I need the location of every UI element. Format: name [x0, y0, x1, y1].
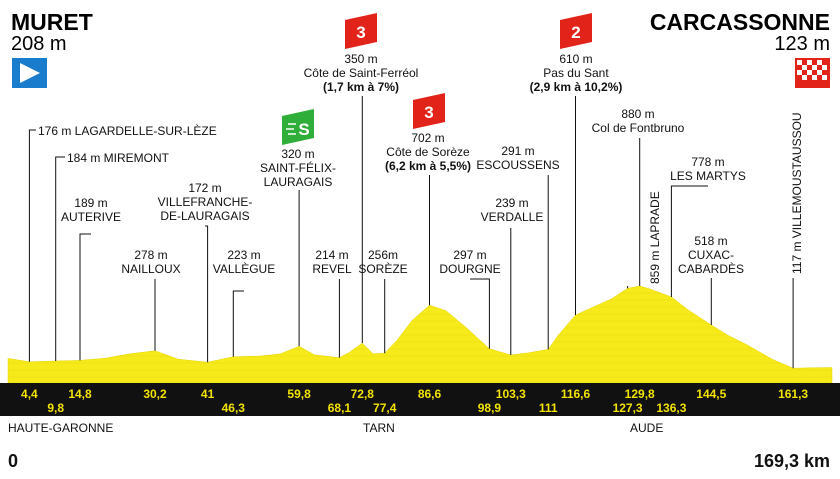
place-villefranche-line1: VILLEFRANCHE-	[158, 195, 253, 209]
climb-detail: (2,9 km à 10,2%)	[530, 80, 623, 94]
cat3-climb-icon: 3	[345, 13, 377, 49]
place-auterive: AUTERIVE	[61, 210, 121, 224]
place-nailloux: NAILLOUX	[121, 262, 180, 276]
start-town: MURET	[11, 9, 93, 35]
place-escoussens: ESCOUSSENS	[476, 158, 559, 172]
sprint-symbol: S	[298, 120, 309, 139]
km-marker-label: 144,5	[696, 387, 726, 401]
km-marker-label: 111	[539, 401, 558, 415]
place-nailloux-alt: 278 m	[134, 248, 167, 262]
place-leader-lines	[28, 96, 794, 369]
place-cuxac-line1: CUXAC-	[688, 248, 734, 262]
place-leader-line	[470, 278, 490, 349]
km-marker-label: 127,3	[613, 401, 643, 415]
place-villemoustaussou: 117 m VILLEMOUSTAUSSOU	[790, 112, 804, 274]
km-marker-label: 86,6	[418, 387, 442, 401]
climb-detail: (1,7 km à 7%)	[323, 80, 399, 94]
place-verdalle-alt: 239 m	[495, 196, 528, 210]
km-marker-label: 30,2	[143, 387, 167, 401]
place-dourgne-alt: 297 m	[453, 248, 486, 262]
region-tarn: TARN	[363, 421, 395, 435]
cat2-climb-icon: 2	[560, 13, 592, 49]
place-leader-line	[28, 129, 36, 362]
climb-detail: (6,2 km à 5,5%)	[385, 159, 471, 173]
climb-altitude: 610 m	[559, 52, 592, 66]
place-cuxac-alt: 518 m	[694, 234, 727, 248]
km-band	[0, 383, 840, 416]
km-marker-label: 68,1	[328, 401, 352, 415]
km-marker-label: 4,4	[21, 387, 38, 401]
distance-start: 0	[8, 451, 18, 471]
place-leader-line	[205, 225, 209, 363]
place-vallegue: VALLÈGUE	[213, 261, 275, 276]
sprint-name-line2: LAURAGAIS	[264, 175, 333, 189]
km-marker-label: 103,3	[496, 387, 526, 401]
place-revel: REVEL	[312, 262, 352, 276]
intermediate-sprint: S 320 m SAINT-FÉLIX- LAURAGAIS	[260, 109, 336, 189]
place-lagardelle: 176 m LAGARDELLE-SUR-LÈZE	[38, 123, 217, 138]
place-verdalle: VERDALLE	[481, 210, 544, 224]
place-leader-line	[79, 233, 91, 361]
sprint-icon: S	[282, 109, 314, 145]
place-soreze-alt: 256m	[368, 248, 398, 262]
cat3-climb-icon: 3	[413, 93, 445, 129]
climb-soreze: 3 702 m Côte de Sorèze (6,2 km à 5,5%)	[385, 93, 471, 173]
region-haute-garonne: HAUTE-GARONNE	[8, 421, 113, 435]
place-vallegue-alt: 223 m	[227, 248, 260, 262]
climb-cat-label: 2	[571, 23, 580, 42]
sprint-altitude: 320 m	[281, 147, 314, 161]
place-leader-line	[232, 290, 244, 357]
place-soreze: SORÈZE	[358, 261, 407, 276]
place-miremont: 184 m MIREMONT	[67, 151, 170, 165]
km-marker-label: 41	[201, 387, 215, 401]
place-leader-line	[670, 185, 708, 297]
climb-cat-label: 3	[356, 23, 365, 42]
place-fontbruno-alt: 880 m	[621, 107, 654, 121]
km-marker-label: 14,8	[68, 387, 92, 401]
km-marker-label: 116,6	[561, 387, 591, 401]
finish-flag-icon	[795, 58, 830, 88]
climb-name: Pas du Sant	[543, 66, 609, 80]
place-fontbruno: Col de Fontbruno	[592, 121, 685, 135]
km-marker-label: 46,3	[222, 401, 246, 415]
finish-altitude: 123 m	[774, 33, 830, 55]
climb-name: Côte de Saint-Ferréol	[304, 66, 419, 80]
finish-town: CARCASSONNE	[650, 9, 830, 35]
place-laprade: 859 m LAPRADE	[648, 191, 662, 284]
place-cuxac-line2: CABARDÈS	[678, 261, 744, 276]
place-villefranche-alt: 172 m	[188, 181, 221, 195]
km-markers: 4,4 9,8 14,8 30,2 41 46,3 59,8 68,172,877,4 86,6…	[21, 387, 808, 415]
km-marker-label: 161,3	[778, 387, 808, 401]
start-altitude: 208 m	[11, 33, 67, 55]
km-marker-label: 77,4	[373, 401, 397, 415]
climb-altitude: 350 m	[344, 52, 377, 66]
climb-cat-label: 3	[424, 103, 433, 122]
place-villefranche-line2: DE-LAURAGAIS	[160, 209, 249, 223]
distance-end: 169,3 km	[754, 451, 830, 471]
climb-saint-ferreol: 3 350 m Côte de Saint-Ferréol (1,7 km à …	[304, 13, 419, 94]
km-marker-label: 59,8	[287, 387, 311, 401]
km-marker-label: 9,8	[47, 401, 64, 415]
place-revel-alt: 214 m	[315, 248, 348, 262]
sprint-name-line1: SAINT-FÉLIX-	[260, 160, 336, 175]
region-aude: AUDE	[630, 421, 663, 435]
elevation-profile-area	[7, 285, 833, 384]
km-marker-label: 98,9	[478, 401, 502, 415]
place-escoussens-alt: 291 m	[501, 144, 534, 158]
place-leader-line	[55, 156, 65, 361]
place-les-martys: LES MARTYS	[670, 169, 746, 183]
km-marker-label: 72,8	[351, 387, 375, 401]
place-les-martys-alt: 778 m	[691, 155, 724, 169]
climb-pas-du-sant: 2 610 m Pas du Sant (2,9 km à 10,2%)	[530, 13, 623, 94]
climb-name: Côte de Sorèze	[386, 145, 470, 159]
km-marker-label: 129,8	[625, 387, 655, 401]
climb-altitude: 702 m	[411, 131, 444, 145]
start-flag-icon	[12, 58, 47, 88]
km-marker-label: 136,3	[656, 401, 686, 415]
place-dourgne: DOURGNE	[439, 262, 500, 276]
place-auterive-alt: 189 m	[74, 196, 107, 210]
